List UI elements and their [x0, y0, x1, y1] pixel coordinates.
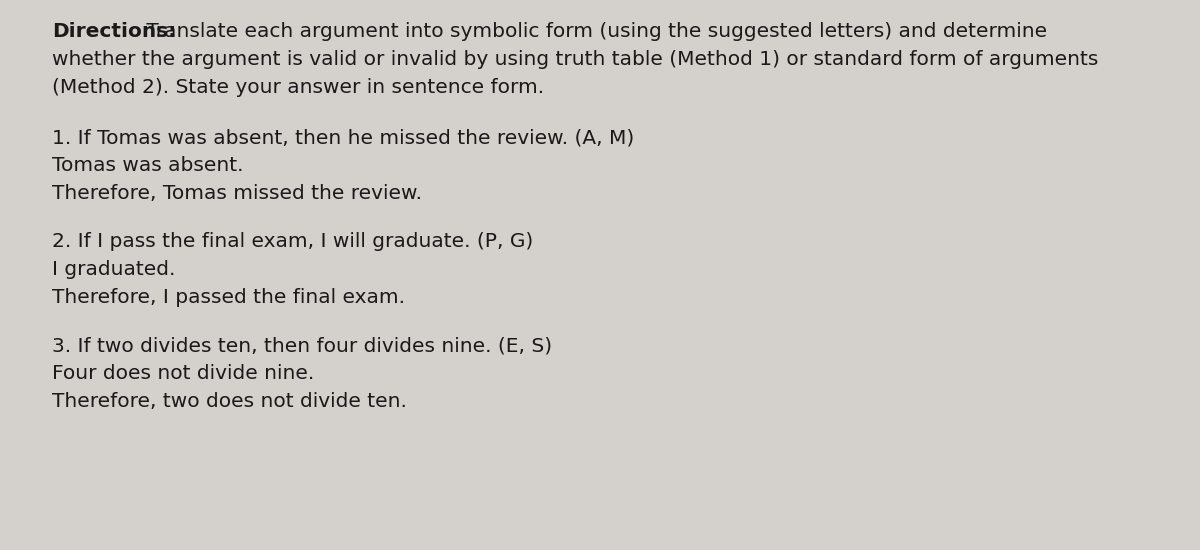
Text: 1. If Tomas was absent, then he missed the review. (A, M): 1. If Tomas was absent, then he missed t… — [52, 128, 635, 147]
Text: Directions:: Directions: — [52, 22, 176, 41]
Text: Therefore, two does not divide ten.: Therefore, two does not divide ten. — [52, 392, 407, 411]
Text: 3. If two divides ten, then four divides nine. (E, S): 3. If two divides ten, then four divides… — [52, 336, 552, 355]
Text: Therefore, I passed the final exam.: Therefore, I passed the final exam. — [52, 288, 406, 307]
Text: 2. If I pass the final exam, I will graduate. (P, G): 2. If I pass the final exam, I will grad… — [52, 232, 533, 251]
Text: Four does not divide nine.: Four does not divide nine. — [52, 364, 314, 383]
Text: Tomas was absent.: Tomas was absent. — [52, 156, 244, 175]
Text: Therefore, Tomas missed the review.: Therefore, Tomas missed the review. — [52, 184, 422, 203]
Text: (Method 2). State your answer in sentence form.: (Method 2). State your answer in sentenc… — [52, 78, 544, 97]
Text: I graduated.: I graduated. — [52, 260, 175, 279]
Text: whether the argument is valid or invalid by using truth table (Method 1) or stan: whether the argument is valid or invalid… — [52, 50, 1098, 69]
Text: Translate each argument into symbolic form (using the suggested letters) and det: Translate each argument into symbolic fo… — [140, 22, 1048, 41]
